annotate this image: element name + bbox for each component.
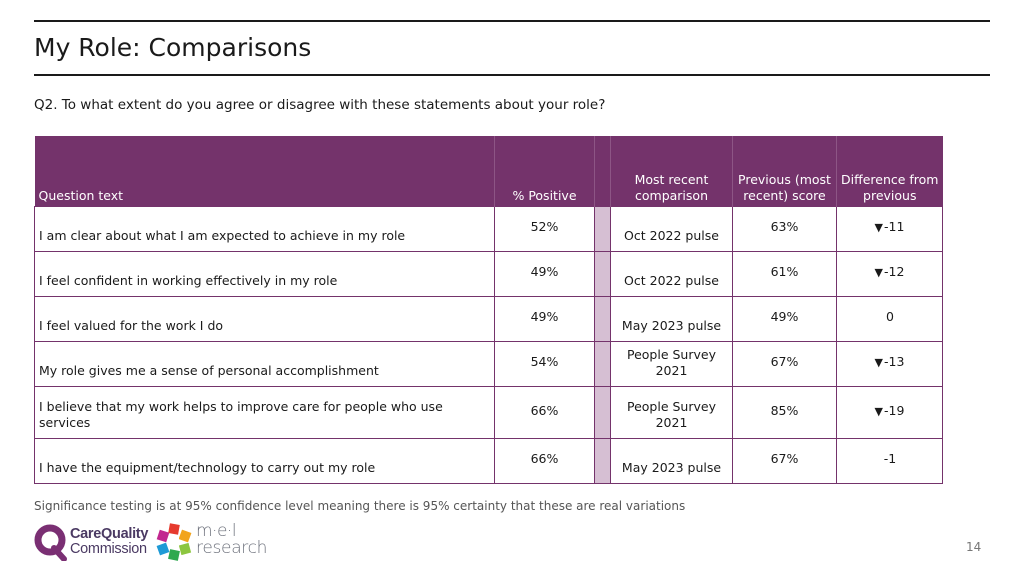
row-question: I have the equipment/technology to carry… bbox=[34, 437, 495, 484]
header-difference: Difference from previous bbox=[836, 136, 943, 206]
header-comparison: Most recent comparison bbox=[610, 136, 733, 206]
row-question: I believe that my work helps to improve … bbox=[34, 385, 495, 439]
row-comparison: Oct 2022 pulse bbox=[610, 205, 733, 252]
down-triangle-icon: ▼ bbox=[874, 220, 884, 234]
table-row: I am clear about what I am expected to a… bbox=[34, 205, 943, 252]
top-rule bbox=[34, 20, 990, 22]
mel-research-logo: m·e·l research bbox=[156, 521, 276, 562]
row-difference: 0 bbox=[836, 295, 943, 342]
row-strip bbox=[594, 437, 611, 484]
row-difference: ▼-11 bbox=[836, 205, 943, 252]
row-question: I am clear about what I am expected to a… bbox=[34, 205, 495, 252]
row-comparison: People Survey 2021 bbox=[610, 340, 733, 387]
difference-value: -13 bbox=[884, 353, 905, 369]
down-triangle-icon: ▼ bbox=[874, 265, 884, 279]
question-text: Q2. To what extent do you agree or disag… bbox=[34, 97, 606, 113]
row-previous: 49% bbox=[732, 295, 837, 342]
row-strip bbox=[594, 340, 611, 387]
row-previous: 63% bbox=[732, 205, 837, 252]
row-comparison: May 2023 pulse bbox=[610, 295, 733, 342]
header-question-text: Question text bbox=[34, 136, 495, 206]
row-positive: 66% bbox=[494, 385, 595, 439]
page-title: My Role: Comparisons bbox=[34, 33, 312, 62]
mel-star-icon bbox=[156, 523, 192, 561]
difference-value: -19 bbox=[884, 402, 905, 418]
row-positive: 49% bbox=[494, 295, 595, 342]
cqc-logo-line2: Commission bbox=[70, 541, 147, 557]
comparison-table: Question text % Positive Most recent com… bbox=[34, 136, 943, 484]
table-row: I feel confident in working effectively … bbox=[34, 250, 943, 297]
header-positive: % Positive bbox=[494, 136, 595, 206]
row-strip bbox=[594, 295, 611, 342]
row-question: I feel valued for the work I do bbox=[34, 295, 495, 342]
table-row: I have the equipment/technology to carry… bbox=[34, 437, 943, 484]
down-triangle-icon: ▼ bbox=[874, 355, 884, 369]
row-strip bbox=[594, 250, 611, 297]
row-strip bbox=[594, 205, 611, 252]
table-header-row: Question text % Positive Most recent com… bbox=[34, 136, 943, 206]
difference-value: 0 bbox=[886, 308, 894, 324]
row-positive: 49% bbox=[494, 250, 595, 297]
row-difference: -1 bbox=[836, 437, 943, 484]
row-positive: 54% bbox=[494, 340, 595, 387]
row-previous: 85% bbox=[732, 385, 837, 439]
row-comparison: Oct 2022 pulse bbox=[610, 250, 733, 297]
row-comparison: May 2023 pulse bbox=[610, 437, 733, 484]
row-question: My role gives me a sense of personal acc… bbox=[34, 340, 495, 387]
mel-logo-line2: research bbox=[196, 538, 268, 558]
header-previous: Previous (most recent) score bbox=[732, 136, 837, 206]
table-row: I feel valued for the work I do 49% May … bbox=[34, 295, 943, 342]
table-row: I believe that my work helps to improve … bbox=[34, 385, 943, 439]
difference-value: -11 bbox=[884, 218, 905, 234]
significance-footnote: Significance testing is at 95% confidenc… bbox=[34, 499, 686, 513]
row-positive: 66% bbox=[494, 437, 595, 484]
header-spacer bbox=[594, 136, 611, 206]
row-positive: 52% bbox=[494, 205, 595, 252]
cqc-q-icon bbox=[34, 524, 67, 561]
table-row: My role gives me a sense of personal acc… bbox=[34, 340, 943, 387]
row-difference: ▼-19 bbox=[836, 385, 943, 439]
down-triangle-icon: ▼ bbox=[874, 404, 884, 418]
row-previous: 61% bbox=[732, 250, 837, 297]
mel-logo-line1: m·e·l bbox=[196, 521, 237, 541]
cqc-logo-line1: CareQuality bbox=[70, 526, 149, 542]
row-difference: ▼-12 bbox=[836, 250, 943, 297]
difference-value: -1 bbox=[883, 450, 897, 466]
row-previous: 67% bbox=[732, 437, 837, 484]
difference-value: -12 bbox=[884, 263, 905, 279]
row-strip bbox=[594, 385, 611, 439]
page-number: 14 bbox=[966, 540, 982, 554]
title-underline bbox=[34, 74, 990, 76]
row-previous: 67% bbox=[732, 340, 837, 387]
row-difference: ▼-13 bbox=[836, 340, 943, 387]
cqc-logo: CareQuality Commission bbox=[34, 523, 154, 563]
row-comparison: People Survey 2021 bbox=[610, 385, 733, 439]
row-question: I feel confident in working effectively … bbox=[34, 250, 495, 297]
